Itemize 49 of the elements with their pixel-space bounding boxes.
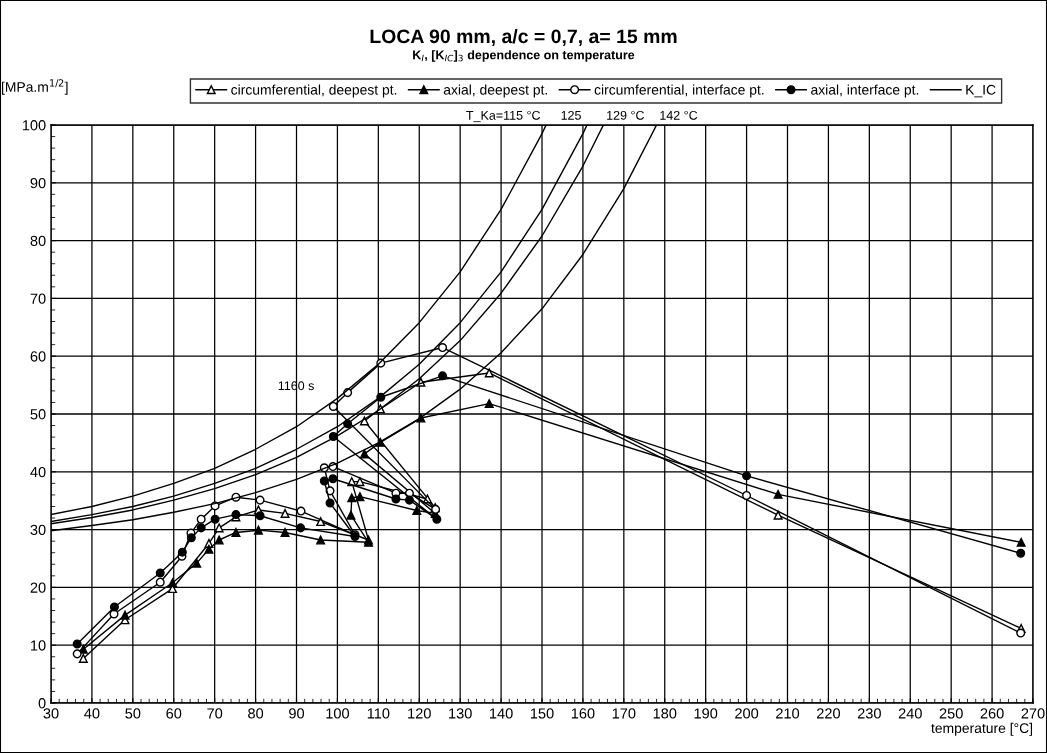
legend-label: axial, deepest pt.	[443, 84, 547, 98]
x-tick-label: 180	[653, 708, 677, 719]
chart-subtitle: K$_{I}$, [K$_{IC}$]$_{3}$ dependence on temperature	[413, 50, 635, 62]
y-tick-label: 50	[30, 409, 46, 420]
y-axis-title: [MPa.m$^{1/2}$]	[1, 79, 68, 95]
y-tick-label: 20	[30, 582, 46, 593]
y-tick-label: 100	[22, 120, 46, 131]
chart-title: LOCA 90 mm, a/c = 0,7, a= 15 mm	[370, 28, 677, 47]
x-tick-label: 30	[43, 708, 59, 719]
x-tick-label: 80	[248, 708, 264, 719]
annotation: 125	[561, 110, 581, 120]
x-tick-label: 60	[166, 708, 182, 719]
y-tick-label: 0	[38, 698, 46, 709]
x-tick-label: 250	[939, 708, 963, 719]
y-tick-label: 60	[30, 351, 46, 362]
x-tick-label: 150	[530, 708, 554, 719]
x-tick-label: 160	[571, 708, 595, 719]
x-tick-label: 70	[207, 708, 223, 719]
y-tick-label: 40	[30, 466, 46, 478]
x-tick-label: 230	[857, 708, 881, 719]
x-tick-label: 170	[612, 708, 636, 719]
x-tick-label: 200	[735, 708, 759, 719]
y-tick-label: 10	[31, 640, 46, 651]
x-tick-label: 260	[980, 708, 1004, 719]
annotation: T_Ka=115 °C	[466, 110, 541, 123]
annotation: 142 °C	[660, 110, 698, 120]
x-axis-title: temperature [°C]	[931, 722, 1033, 736]
annotation: 129 °C	[607, 110, 645, 120]
x-tick-label: 140	[490, 708, 513, 719]
x-tick-label: 100	[326, 708, 350, 719]
y-tick-label: 30	[30, 524, 46, 536]
x-tick-label: 220	[816, 708, 841, 719]
y-tick-label: 90	[30, 177, 46, 189]
x-tick-label: 270	[1021, 708, 1045, 719]
x-tick-label: 50	[125, 708, 141, 719]
x-tick-label: 120	[408, 708, 431, 719]
y-tick-label: 70	[30, 293, 46, 304]
x-tick-label: 90	[289, 708, 305, 719]
x-tick-label: 130	[449, 708, 472, 719]
legend-label: circumferential, deepest pt.	[231, 84, 397, 98]
x-tick-label: 210	[776, 708, 800, 719]
y-tick-label: 80	[30, 235, 46, 247]
legend-label: axial, interface pt.	[811, 84, 919, 98]
x-tick-label: 190	[694, 708, 718, 719]
x-tick-label: 40	[84, 708, 100, 719]
legend-label: K_IC	[966, 84, 996, 98]
x-tick-label: 110	[367, 708, 390, 719]
x-tick-label: 240	[898, 708, 922, 719]
legend-label: circumferential, interface pt.	[594, 84, 764, 98]
